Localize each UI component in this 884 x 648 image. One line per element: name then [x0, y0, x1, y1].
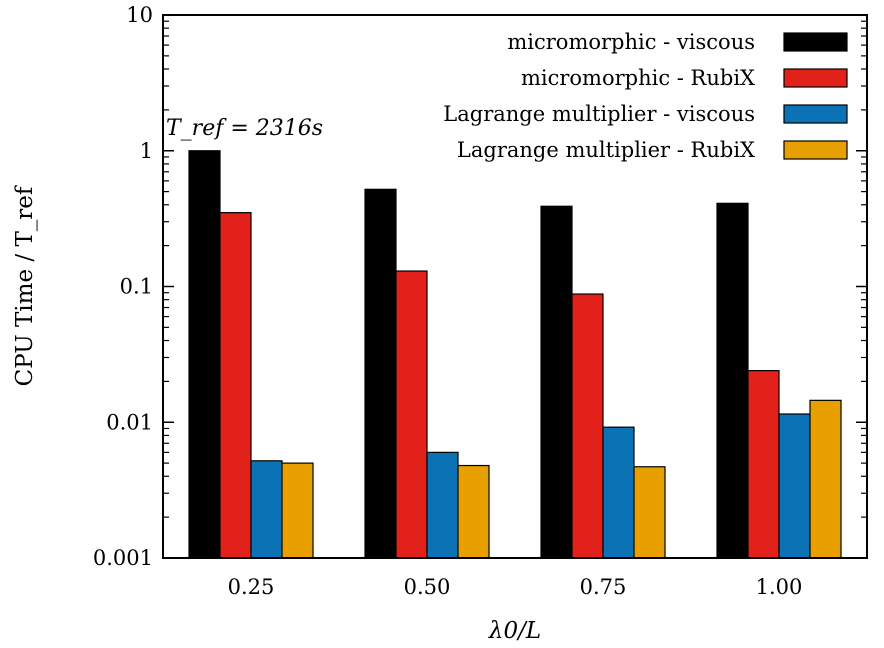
bar-1.00-series-2 — [747, 370, 780, 559]
x-axis-ticks: 0.25 0.50 0.75 1.00 — [228, 575, 803, 599]
x-tick-label: 1.00 — [756, 575, 803, 599]
bar-1.00-series-1 — [716, 202, 749, 559]
legend: micromorphic - viscous micromorphic - Rub… — [443, 30, 848, 162]
bar-0.25-series-1 — [188, 150, 221, 559]
y-tick-label: 0.01 — [106, 410, 153, 434]
bar-0.25-series-3 — [250, 460, 283, 559]
tref-annotation: T_ref = 2316s — [166, 116, 323, 141]
legend-swatch — [783, 104, 848, 124]
bar-0.75-series-3 — [602, 426, 635, 559]
x-tick-label: 0.50 — [404, 575, 451, 599]
bar-0.25-series-4 — [281, 462, 314, 559]
bar-0.75-series-4 — [633, 466, 666, 559]
bar-0.50-series-3 — [426, 451, 459, 559]
bar-0.50-series-4 — [457, 464, 490, 559]
legend-label: Lagrange multiplier - viscous — [443, 102, 755, 126]
bar-1.00-series-4 — [809, 399, 842, 559]
x-tick-label: 0.75 — [580, 575, 627, 599]
bars-group — [188, 150, 842, 559]
x-axis-label: λ0/L — [488, 618, 541, 644]
bar-0.75-series-2 — [571, 293, 604, 559]
legend-label: Lagrange multiplier - RubiX — [457, 138, 755, 162]
y-tick-label: 10 — [126, 3, 153, 27]
legend-swatch — [783, 32, 848, 52]
y-axis-label: CPU Time / T_ref — [12, 185, 38, 386]
bar-0.50-series-2 — [395, 270, 428, 559]
y-axis-ticks: 0.001 0.01 0.1 1 10 — [93, 3, 867, 570]
legend-swatch — [783, 68, 848, 88]
y-tick-label: 0.1 — [120, 275, 153, 299]
x-tick-label: 0.25 — [228, 575, 275, 599]
bar-0.50-series-1 — [364, 188, 397, 559]
bar-1.00-series-3 — [778, 413, 811, 559]
legend-swatch — [783, 140, 848, 160]
y-tick-label: 1 — [140, 139, 153, 163]
bar-0.75-series-1 — [540, 205, 573, 559]
y-tick-label: 0.001 — [93, 546, 153, 570]
legend-label: micromorphic - viscous — [507, 30, 755, 54]
bar-0.25-series-2 — [219, 212, 252, 559]
legend-label: micromorphic - RubiX — [521, 66, 755, 90]
